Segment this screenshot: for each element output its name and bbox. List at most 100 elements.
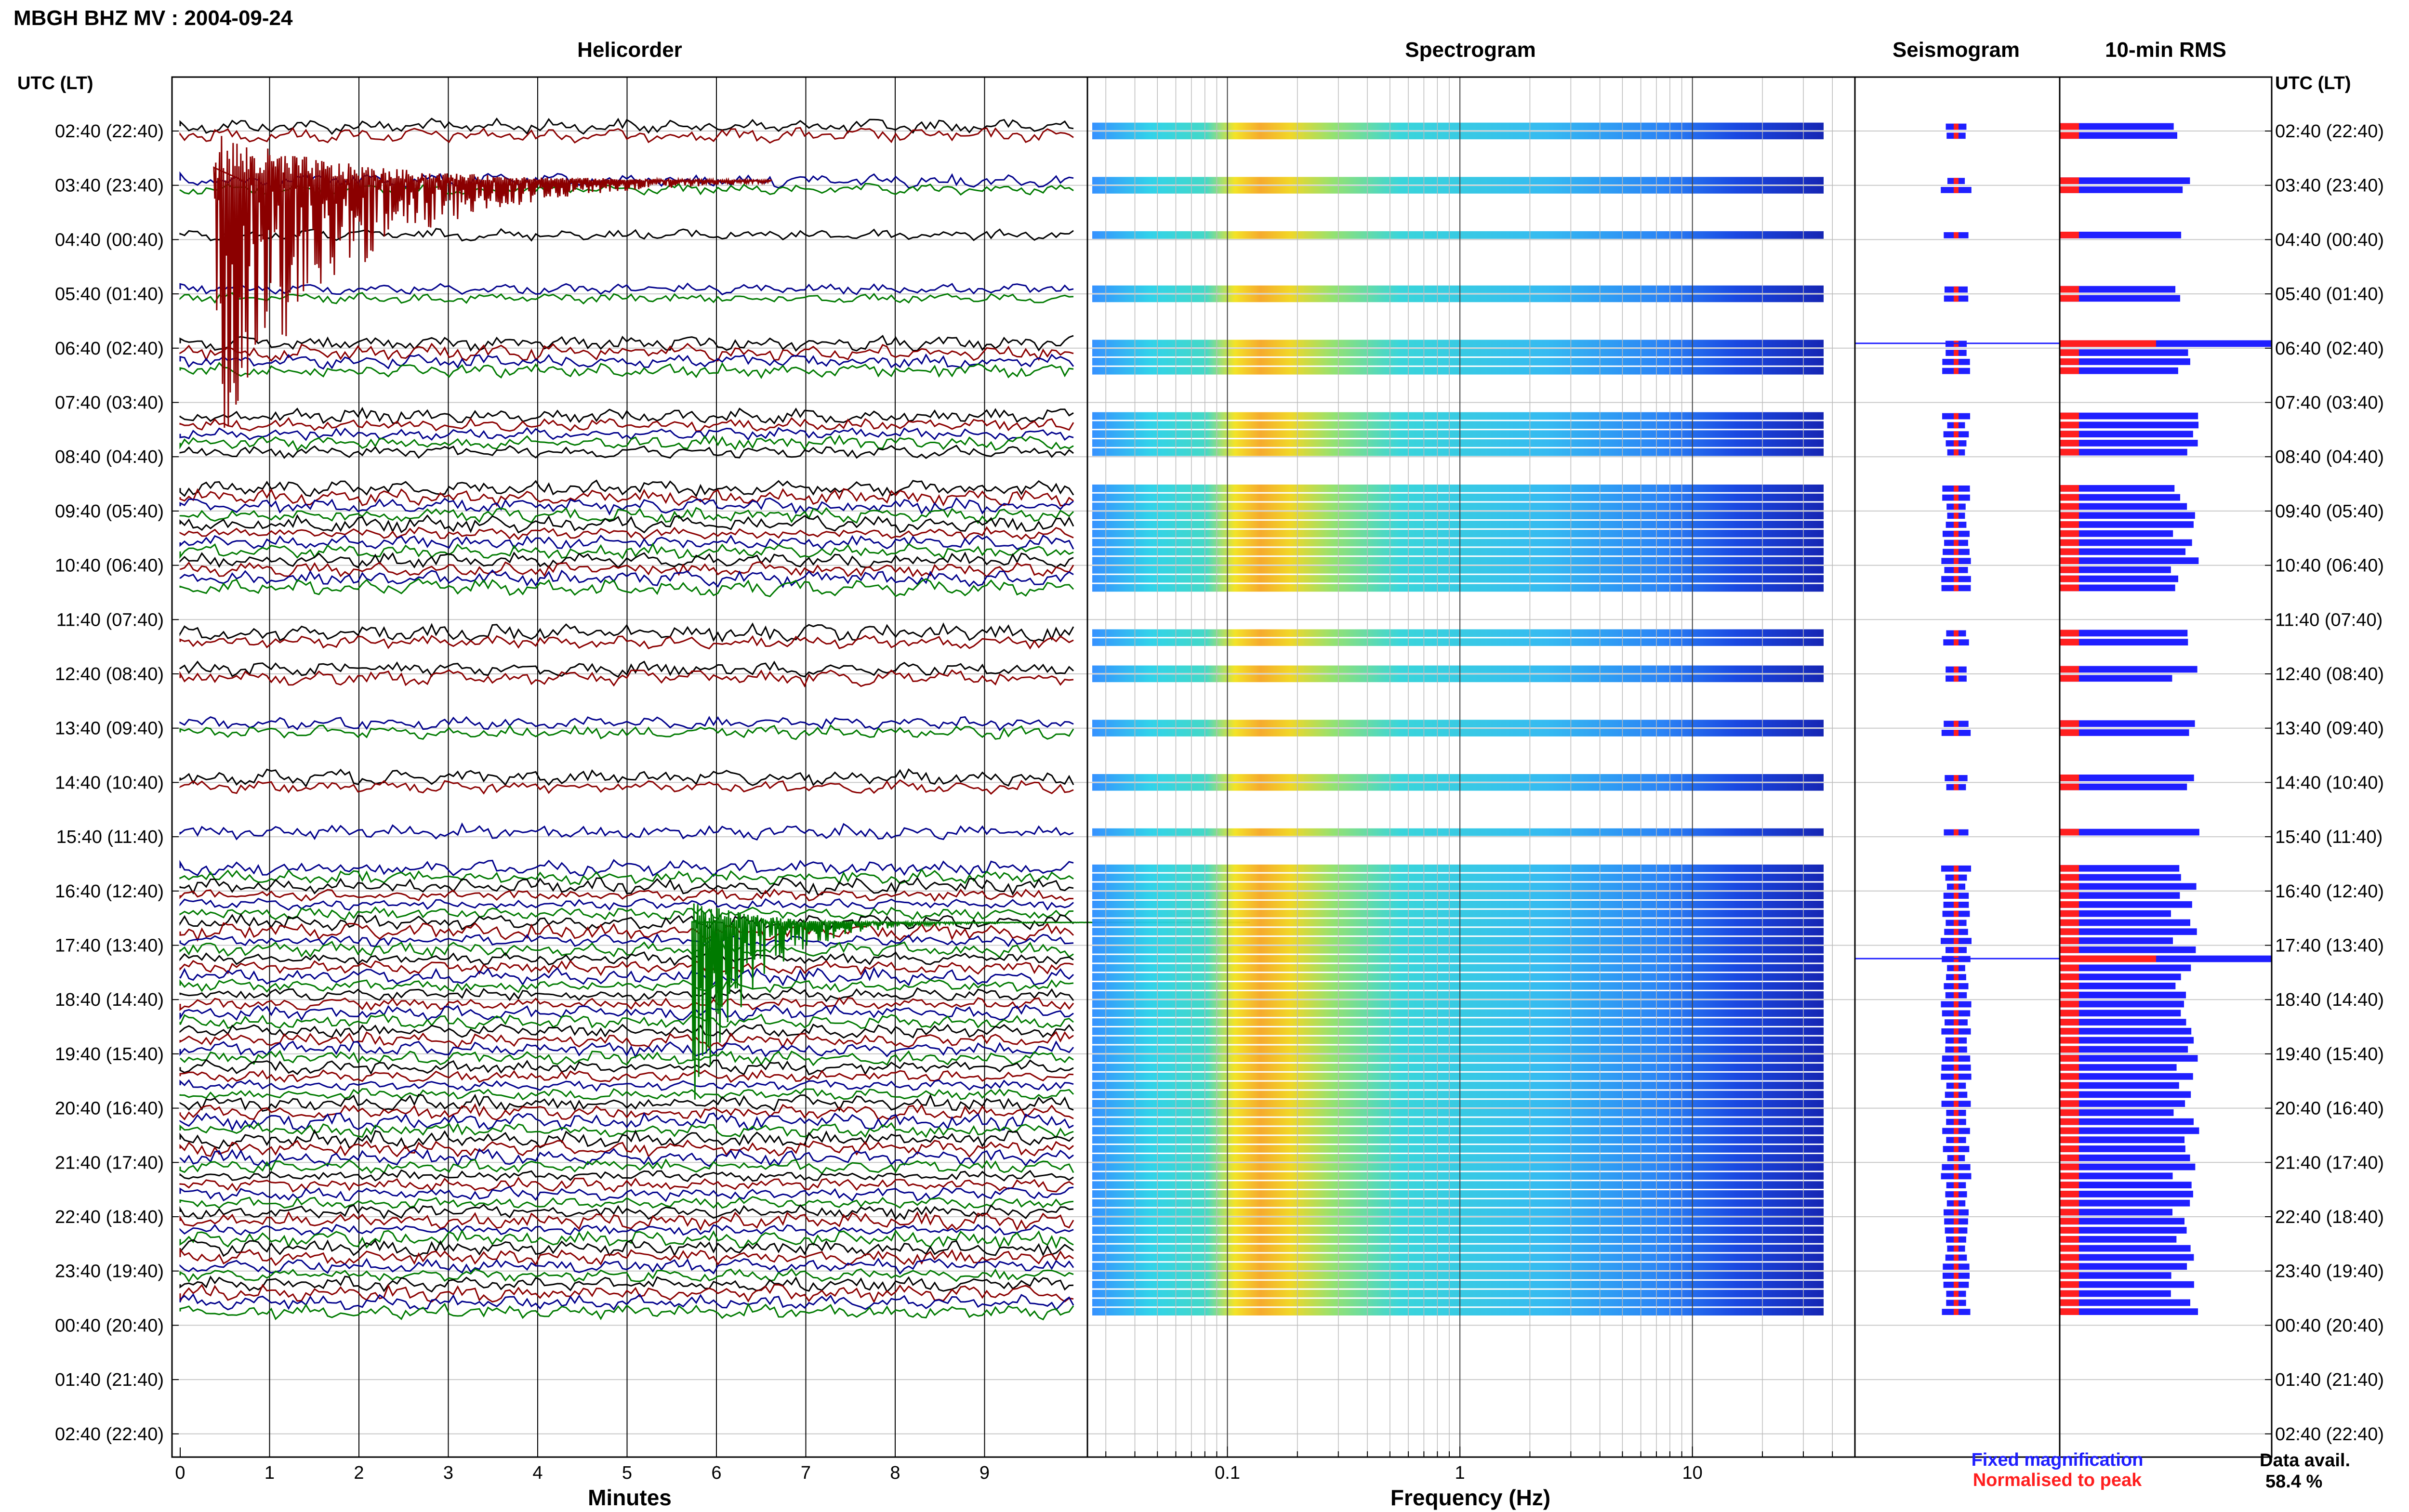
spectrogram-band	[1092, 783, 1824, 791]
spectrogram-band	[1092, 982, 1824, 990]
rms-normalised-bar	[2060, 865, 2079, 872]
helicorder-title: Helicorder	[577, 38, 682, 62]
spectrogram-band	[1092, 900, 1824, 908]
rms-normalised-bar	[2060, 1145, 2079, 1152]
seismogram-normalised-mark	[1954, 675, 1959, 682]
row-label: 18:40 (14:40)	[2275, 990, 2384, 1010]
rms-fixed-bar	[2060, 1000, 2184, 1008]
spectrogram-band	[1092, 1163, 1824, 1171]
rms-normalised-bar	[2060, 1272, 2079, 1279]
helicorder-traces	[179, 117, 1074, 1321]
rms-normalised-bar	[2060, 358, 2079, 365]
spectrogram-band	[1092, 357, 1824, 366]
spectrogram-band	[1092, 1009, 1824, 1017]
rms-fixed-bar	[2060, 1191, 2193, 1197]
spectrogram-band	[1092, 937, 1824, 945]
minute-tick-label: 8	[890, 1463, 900, 1483]
helicorder-trace	[179, 1248, 1074, 1266]
rms-fixed-bar	[2060, 448, 2187, 456]
rms-fixed-bar	[2060, 1100, 2185, 1107]
helicorder-trace	[179, 822, 1074, 841]
seismogram-normalised-mark	[1954, 413, 1959, 420]
row-label: 22:40 (18:40)	[2275, 1207, 2384, 1227]
seismogram-normalised-mark	[1954, 893, 1959, 899]
seismogram-normalised-mark	[1954, 1046, 1959, 1053]
row-label: 03:40 (23:40)	[2275, 176, 2384, 196]
rms-normalised-bar	[2060, 575, 2079, 582]
seismogram-normalised-mark	[1954, 549, 1959, 555]
seismogram-normalised-mark	[1954, 829, 1959, 836]
rms-normalised-bar	[2060, 1064, 2079, 1071]
seismogram-normalised-mark	[1954, 730, 1959, 736]
rms-fixed-bar	[2060, 1281, 2194, 1288]
helicorder-trace	[179, 1196, 1074, 1210]
seismogram-normalised-mark	[1954, 1182, 1959, 1189]
row-label: 01:40 (21:40)	[2275, 1370, 2384, 1390]
minute-tick-label: 5	[622, 1463, 632, 1483]
seismogram-normalised-mark	[1954, 883, 1959, 890]
spectrogram-grid	[1105, 77, 1855, 1457]
frequency-tick-label: 0.1	[1215, 1463, 1240, 1483]
row-label: 04:40 (00:40)	[55, 230, 164, 250]
minute-tick-label: 9	[979, 1463, 990, 1483]
seismogram-normalised-mark	[1954, 1281, 1959, 1288]
helicorder-trace	[179, 427, 1074, 441]
seismogram-normalised-mark	[1954, 187, 1959, 193]
rms-fixed-bar	[2060, 512, 2195, 519]
helicorder-trace	[179, 987, 1074, 1002]
spectrogram-band	[1092, 1289, 1824, 1298]
helicorder-trace	[179, 941, 1074, 959]
helicorder-trace	[179, 1112, 1074, 1131]
spectrogram-band	[1092, 493, 1824, 501]
seismogram-normalised-mark	[1954, 865, 1959, 872]
rms-fixed-bar	[2060, 630, 2188, 637]
minute-tick-label: 0	[175, 1463, 185, 1483]
seismogram-normalised-mark	[1954, 1101, 1959, 1107]
row-label: 16:40 (12:40)	[55, 881, 164, 902]
rms-fixed-bar	[2060, 1154, 2190, 1161]
seismogram-normalised-mark	[1954, 358, 1959, 365]
spectrogram-band	[1092, 512, 1824, 520]
row-label: 12:40 (08:40)	[55, 664, 164, 684]
row-label: 00:40 (20:40)	[55, 1315, 164, 1336]
helicorder-trace	[179, 779, 1074, 795]
seismogram-normalised-mark	[1954, 494, 1959, 501]
spectrogram-band	[1092, 1253, 1824, 1262]
helicorder-trace	[179, 353, 1074, 370]
spectrogram-band	[1092, 946, 1824, 954]
spectrogram-band	[1092, 1199, 1824, 1207]
seismogram-normalised-mark	[1954, 784, 1959, 790]
seismogram-normalised-mark	[1954, 1037, 1959, 1044]
rms-normalised-bar	[2060, 1299, 2079, 1306]
helicorder-trace	[179, 1122, 1074, 1139]
row-label: 09:40 (05:40)	[55, 501, 164, 522]
spectrogram-band	[1092, 1280, 1824, 1288]
time-axis-label-right: UTC (LT)	[2275, 73, 2351, 93]
rms-normalised-bar	[2060, 1254, 2079, 1261]
seismogram-normalised-mark	[1954, 286, 1959, 293]
panel-frames	[171, 76, 2273, 1458]
seismogram-normalised-mark	[1954, 178, 1959, 184]
rms-normalised-bar	[2060, 557, 2079, 564]
helicorder-trace	[179, 117, 1074, 135]
rms-normalised-bar	[2060, 1281, 2079, 1288]
helicorder-trace	[179, 622, 1074, 643]
helicorder-trace	[179, 1302, 1074, 1321]
seismogram-normalised-mark	[1954, 123, 1959, 130]
helicorder-trace	[179, 913, 1074, 932]
rms-normalised-bar	[2060, 783, 2079, 790]
seismogram-normalised-mark	[1954, 132, 1959, 139]
seismogram-normalised-mark	[1954, 513, 1959, 519]
spectrogram-band	[1092, 729, 1824, 736]
rms-fixed-bar	[2060, 1019, 2186, 1026]
helicorder-trace	[179, 1059, 1074, 1076]
helicorder-trace	[179, 888, 1074, 902]
rms-fixed-bar	[2060, 729, 2189, 736]
row-label: 19:40 (15:40)	[55, 1044, 164, 1065]
helicorder-trace	[179, 551, 1074, 569]
spectrogram-band	[1092, 177, 1824, 185]
rms-fixed-bar	[2060, 575, 2179, 582]
rms-fixed-bar	[2060, 1118, 2194, 1125]
rms-normalised-bar	[2060, 919, 2079, 926]
spectrogram-band	[1092, 1000, 1824, 1008]
